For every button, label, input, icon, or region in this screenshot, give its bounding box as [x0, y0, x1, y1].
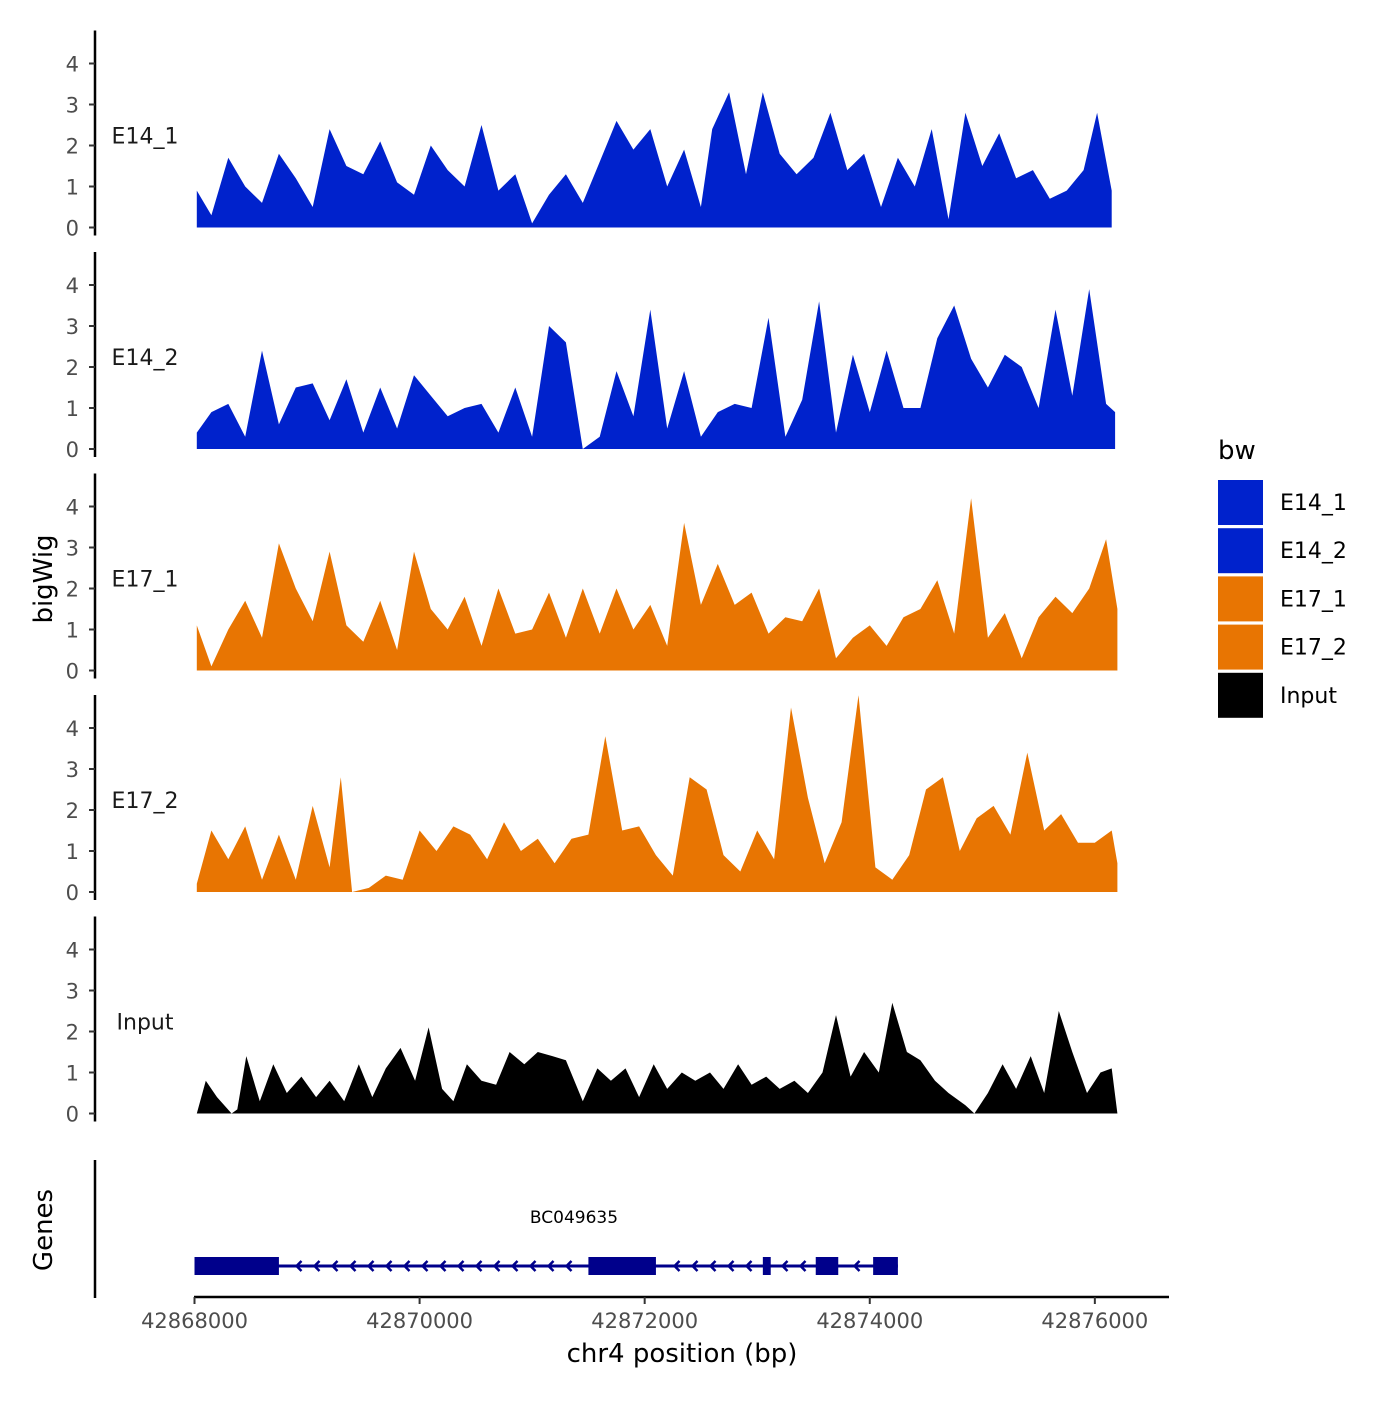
track-label-e17-1: E17_1 [112, 568, 179, 593]
y-tick-label-e17-1-1: 1 [66, 619, 79, 643]
area-e14-2 [196, 289, 1116, 449]
gene-bc049635: BC049635 [194, 1208, 898, 1275]
strand-arrow [402, 1260, 411, 1272]
y-tick-label-e14-2-4: 4 [66, 274, 79, 298]
strand-arrow [744, 1260, 753, 1272]
legend-key-input [1218, 672, 1263, 718]
exon-bc049635-1 [194, 1257, 279, 1275]
genes-axis-title: Genes [29, 1189, 59, 1271]
track-input: 0 1 2 3 4 Input [66, 916, 1118, 1127]
strand-arrow [726, 1260, 735, 1272]
y-tick-label-input-1: 1 [66, 1062, 79, 1086]
strand-arrow [672, 1260, 681, 1272]
x-tick-label-42874000: 42874000 [816, 1309, 923, 1333]
y-tick-label-e17-2-3: 3 [66, 758, 79, 782]
strand-arrow [438, 1260, 447, 1272]
legend-label-e17-1: E17_1 [1280, 587, 1347, 612]
y-tick-label-e17-2-2: 2 [66, 799, 79, 823]
y-tick-label-e17-2-0: 0 [66, 881, 79, 905]
y-tick-label-e14-1-4: 4 [66, 53, 79, 77]
y-axis-title: bigWig [29, 534, 59, 623]
legend-label-e14-2: E14_2 [1280, 539, 1347, 564]
y-tick-label-e17-1-2: 2 [66, 578, 79, 602]
legend-label-e17-2: E17_2 [1280, 636, 1347, 661]
track-label-input: Input [117, 1011, 174, 1036]
track-e17-2: 0 1 2 3 4 E17_2 [66, 695, 1118, 905]
strand-arrow [474, 1260, 483, 1272]
y-tick-label-e14-1-1: 1 [66, 176, 79, 200]
area-input [196, 1002, 1118, 1114]
x-axis: 42868000 42870000 42872000 42874000 42876000 [141, 1295, 1169, 1333]
track-label-e17-2: E17_2 [112, 789, 179, 814]
strand-arrow [690, 1260, 699, 1272]
strand-arrow [330, 1260, 339, 1272]
strand-arrow [366, 1260, 375, 1272]
x-tick-label-42872000: 42872000 [591, 1309, 698, 1333]
strand-arrow [528, 1260, 537, 1272]
strand-arrow [564, 1260, 573, 1272]
strand-arrow [798, 1260, 807, 1272]
y-tick-label-e14-2-2: 2 [66, 356, 79, 380]
legend-label-e14-1: E14_1 [1280, 491, 1347, 516]
y-tick-label-input-4: 4 [66, 939, 79, 963]
y-tick-label-e14-2-1: 1 [66, 397, 79, 421]
track-e14-2: 0 1 2 3 4 E14_2 [66, 252, 1116, 462]
strand-arrow [780, 1260, 789, 1272]
area-e14-1 [196, 92, 1112, 228]
exon-bc049635-2 [588, 1257, 656, 1275]
y-tick-label-e17-2-1: 1 [66, 840, 79, 864]
exon-bc049635-5 [873, 1257, 898, 1275]
legend-key-e17-2 [1218, 624, 1263, 670]
x-tick-label-42870000: 42870000 [366, 1309, 473, 1333]
strand-arrow [708, 1260, 717, 1272]
strand-arrow [546, 1260, 555, 1272]
strand-arrow [384, 1260, 393, 1272]
y-tick-label-e14-2-3: 3 [66, 315, 79, 339]
strand-arrow [420, 1260, 429, 1272]
strand-arrow [852, 1260, 861, 1272]
exon-bc049635-3 [762, 1257, 771, 1275]
y-tick-label-e17-1-4: 4 [66, 496, 79, 520]
area-e17-1 [196, 498, 1118, 671]
legend: bw E14_1 E14_2 E17_1 E17_2 Input [1218, 436, 1347, 718]
track-label-e14-1: E14_1 [112, 125, 179, 150]
legend-label-input: Input [1280, 684, 1337, 709]
strand-arrow [510, 1260, 519, 1272]
y-tick-label-e14-1-0: 0 [66, 217, 79, 241]
strand-arrow [348, 1260, 357, 1272]
exon-bc049635-4 [815, 1257, 839, 1275]
x-tick-label-42876000: 42876000 [1041, 1309, 1148, 1333]
x-axis-title: chr4 position (bp) [567, 1339, 798, 1369]
gene-label-bc049635: BC049635 [530, 1208, 618, 1228]
legend-title: bw [1218, 436, 1256, 466]
strand-arrow [492, 1260, 501, 1272]
strand-arrow [312, 1260, 321, 1272]
y-tick-label-e17-2-4: 4 [66, 717, 79, 741]
track-panels: 0 1 2 3 4 E14_1 0 1 2 3 4 E14_2 0 1 2 3 4 E17_1 0 1 2 3 4 E17_2… [66, 30, 1118, 1127]
y-tick-label-input-0: 0 [66, 1103, 79, 1127]
y-tick-label-e17-1-3: 3 [66, 537, 79, 561]
strand-arrow [456, 1260, 465, 1272]
y-tick-label-e14-1-3: 3 [66, 94, 79, 118]
strand-arrow [294, 1260, 303, 1272]
track-e17-1: 0 1 2 3 4 E17_1 [66, 473, 1118, 684]
area-e17-2 [196, 695, 1118, 892]
legend-key-e14-2 [1218, 528, 1263, 574]
y-tick-label-input-3: 3 [66, 980, 79, 1004]
y-tick-label-e17-1-0: 0 [66, 660, 79, 684]
legend-key-e14-1 [1218, 480, 1263, 525]
track-e14-1: 0 1 2 3 4 E14_1 [66, 30, 1112, 241]
x-tick-label-42868000: 42868000 [141, 1309, 248, 1333]
track-label-e14-2: E14_2 [112, 346, 179, 371]
legend-key-e17-1 [1218, 576, 1263, 622]
y-tick-label-e14-2-0: 0 [66, 438, 79, 462]
y-tick-label-e14-1-2: 2 [66, 135, 79, 159]
y-tick-label-input-2: 2 [66, 1021, 79, 1045]
genes-panel: BC049635 [93, 1160, 898, 1298]
